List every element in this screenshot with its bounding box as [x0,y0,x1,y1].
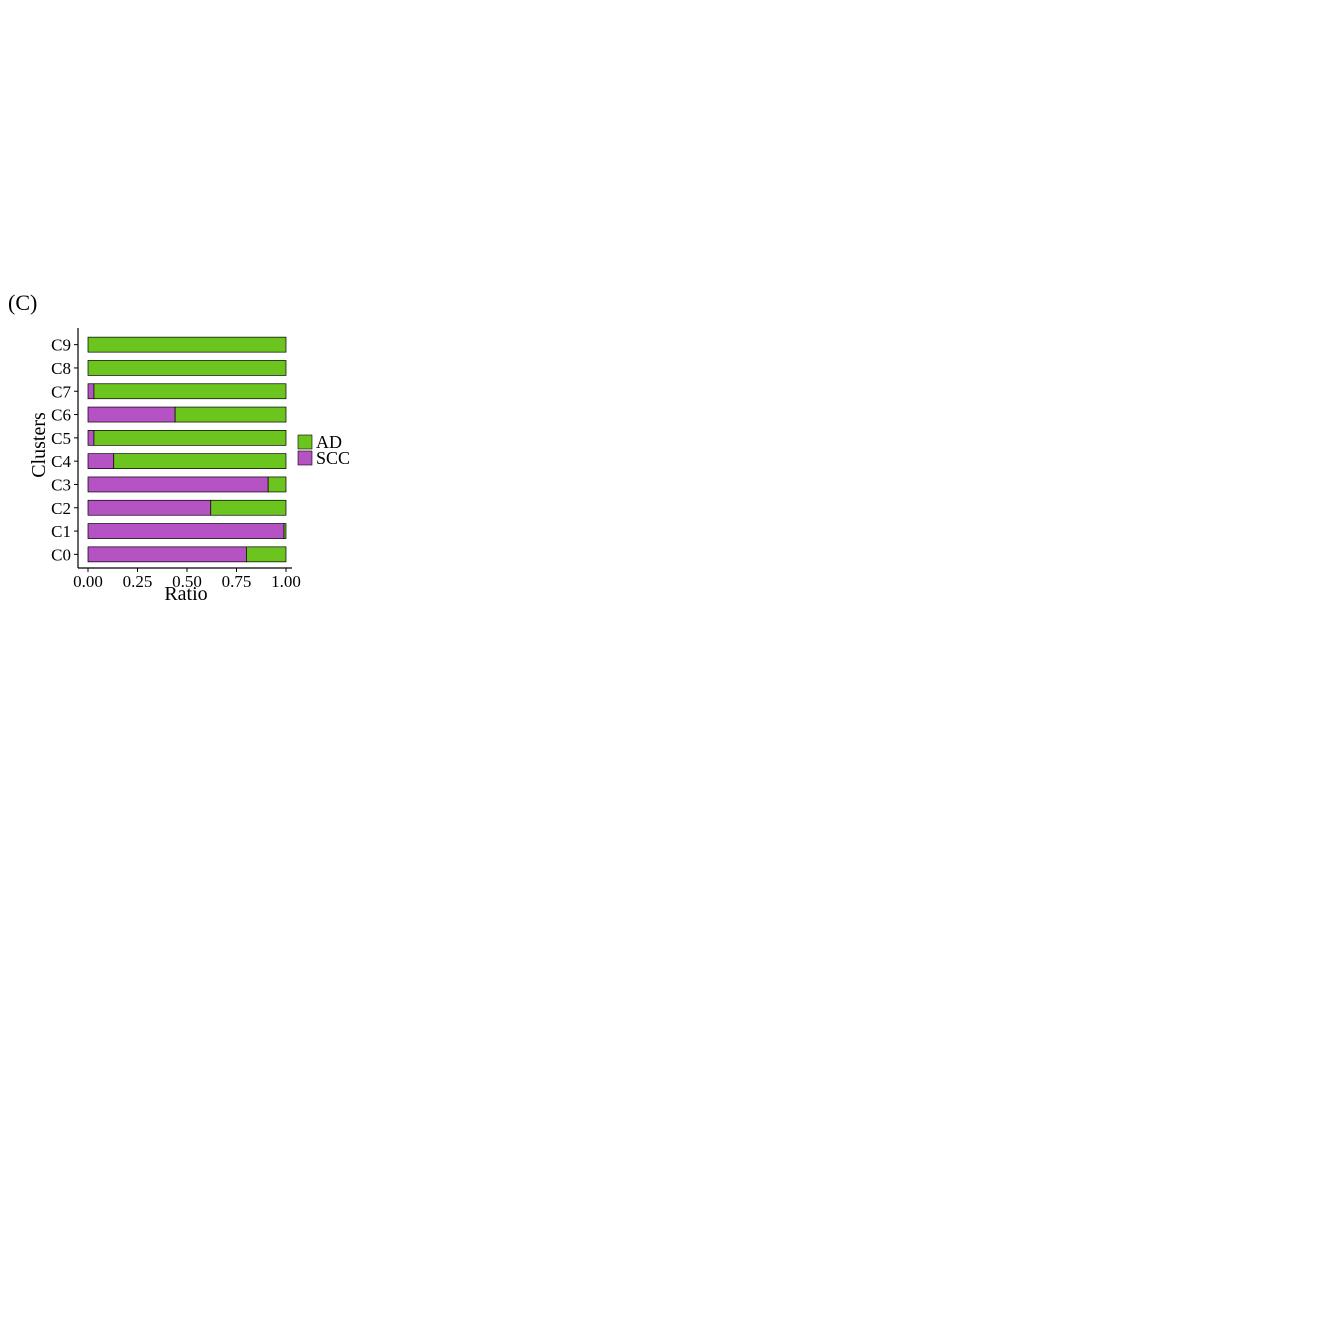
bar-c9-ad [87,336,287,353]
y-tick-label: C5 [51,429,71,448]
bar-c6-ad [174,406,287,423]
y-tick-label: C6 [51,406,71,425]
y-tick-label: C1 [51,522,71,541]
bar-c1-ad [283,523,287,539]
x-tick-label: 0.25 [123,572,153,591]
x-tick-group: 0.00 0.25 0.50 0.75 1.00 [73,568,301,591]
x-tick-label: 0.50 [172,572,202,591]
bar-c6-scc [87,406,176,423]
y-tick-group: C9 C8 C7 C6 C5 C4 C3 C2 C1 C0 [51,336,78,564]
y-tick-label: C2 [51,499,71,518]
legend: AD SCC [297,432,350,468]
y-tick-label: C4 [51,452,71,471]
bar-c0-scc [87,546,247,563]
y-tick-label: C8 [51,359,71,378]
x-axis-title: Ratio [164,583,207,605]
x-tick-label: 1.00 [271,572,301,591]
bar-c3-ad [267,476,287,493]
x-tick-label: 0.00 [73,572,103,591]
legend-swatch-scc [297,450,313,466]
bar-c7-ad [93,383,287,400]
legend-label-ad: AD [316,432,342,452]
bar-series-group [87,336,287,563]
y-tick-label: C9 [51,336,71,355]
bar-c2-ad [210,499,287,516]
legend-label-scc: SCC [316,448,350,468]
y-tick-label: C7 [51,382,71,401]
bar-c5-ad [93,430,287,446]
panel-label: (C) [8,290,37,315]
legend-swatch-ad [297,434,313,450]
bar-c1-scc [87,523,285,539]
bar-c4-ad [113,453,287,469]
bar-c2-scc [87,499,212,516]
bar-c5-scc [87,430,95,446]
bar-c8-ad [87,360,287,376]
y-tick-label: C3 [51,475,71,494]
y-axis-title: Clusters [28,412,50,478]
y-tick-label: C0 [51,545,71,564]
bar-c3-scc [87,476,269,493]
x-tick-label: 0.75 [222,572,252,591]
bar-c0-ad [246,546,287,563]
bar-c4-scc [87,453,115,469]
bar-c7-scc [87,383,95,400]
